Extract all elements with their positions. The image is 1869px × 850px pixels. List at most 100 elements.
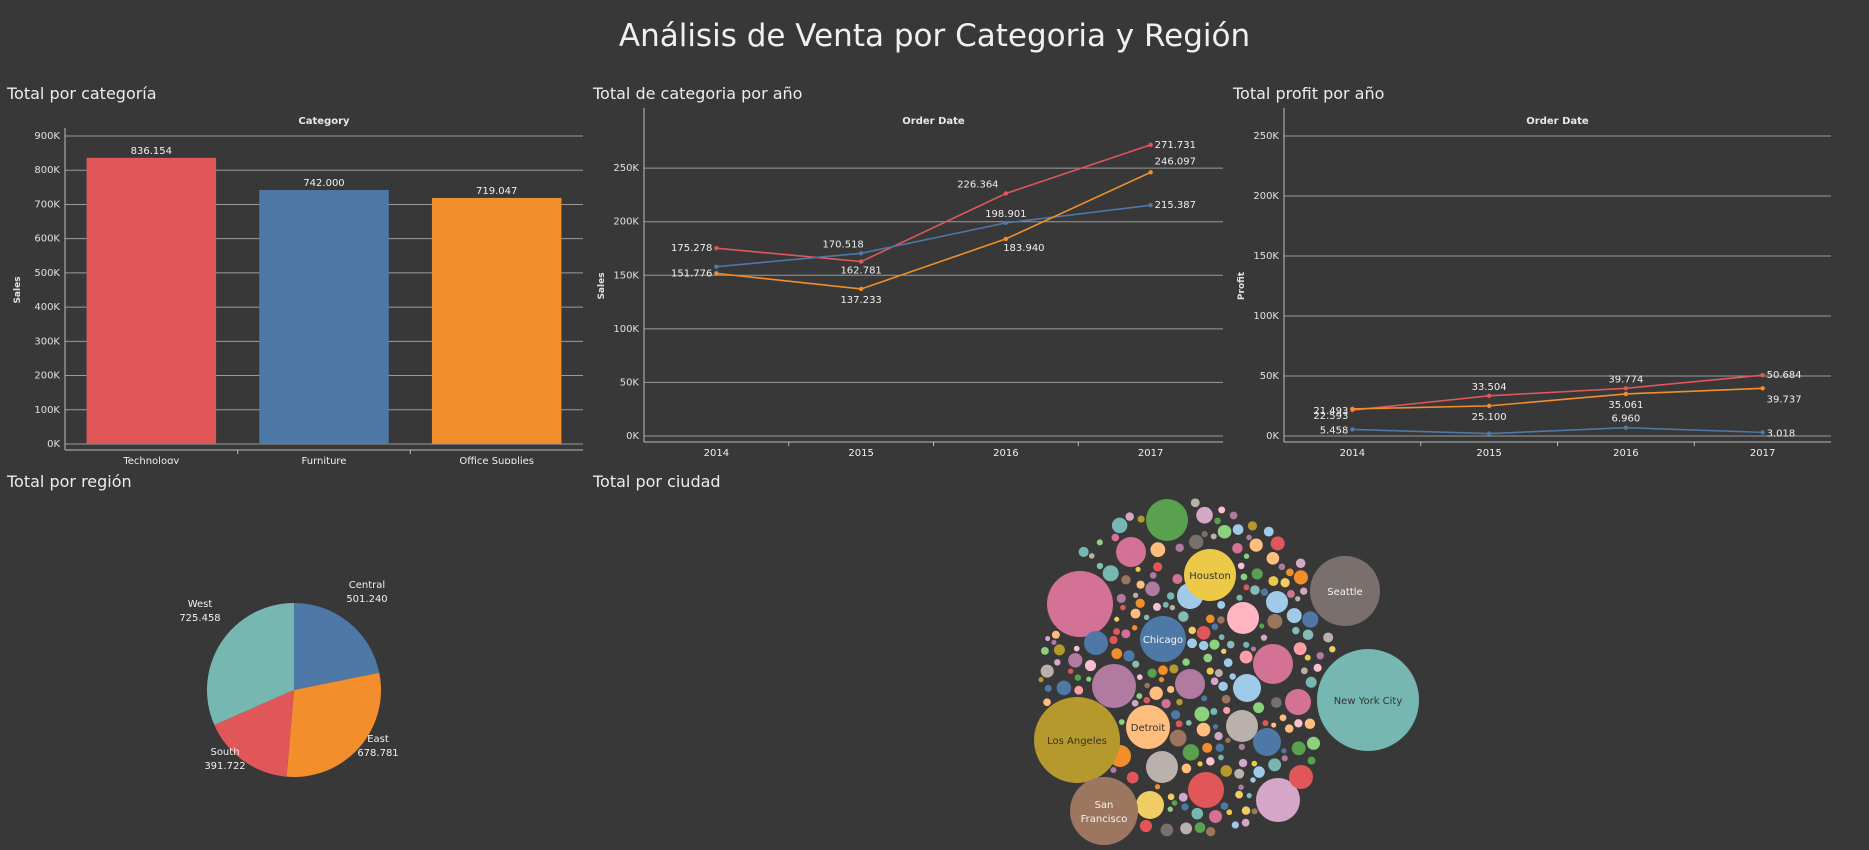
city-bubble: [1084, 631, 1108, 655]
city-bubble: [1136, 791, 1164, 819]
city-bubble: [1116, 537, 1146, 567]
data-point: [1623, 391, 1629, 397]
data-label: 162.781: [840, 266, 881, 277]
data-label: 198.901: [985, 209, 1026, 220]
data-label: 39.774: [1608, 374, 1643, 385]
city-bubble: [1293, 642, 1307, 656]
city-bubble: [1158, 677, 1165, 683]
city-bubble: [1260, 634, 1268, 641]
city-bubble: [1054, 659, 1061, 666]
city-bubble: [1231, 821, 1239, 829]
city-bubble: [1053, 644, 1065, 656]
city-bubble: [1243, 584, 1250, 591]
bar-value-label: 719.047: [476, 186, 517, 197]
city-bubble: [1135, 598, 1145, 608]
city-bubble: [1280, 578, 1290, 588]
city-bubble: [1196, 722, 1211, 737]
city-bubble: [1250, 777, 1256, 783]
slice-value-label: 391.722: [204, 761, 245, 772]
city-bubble: [1040, 646, 1049, 655]
city-bubble: [1249, 538, 1263, 552]
city-bubble: [1226, 809, 1233, 816]
data-point: [1003, 236, 1009, 242]
city-bubble: [1051, 630, 1060, 639]
data-point: [1148, 170, 1153, 175]
city-bubble-labeled: [1184, 549, 1236, 601]
city-bubble: [1266, 551, 1280, 565]
data-label: 50.684: [1767, 370, 1802, 381]
city-bubble: [1161, 698, 1171, 709]
data-point: [858, 286, 864, 292]
city-bubble: [1294, 719, 1303, 728]
y-tick-label: 50K: [1260, 371, 1280, 382]
city-bubble: [1109, 635, 1118, 645]
city-bubble: [1190, 498, 1200, 508]
data-point: [858, 259, 864, 264]
city-bubble: [1211, 623, 1219, 630]
city-bubble: [1221, 694, 1231, 704]
city-bubble: [1139, 819, 1153, 833]
y-tick-label: 800K: [34, 165, 60, 176]
city-bubble-labeled: [1126, 705, 1170, 749]
city-bubble: [1295, 558, 1306, 569]
data-point: [1350, 406, 1355, 412]
series-line: [1352, 426, 1763, 435]
city-bubble: [1202, 742, 1213, 753]
city-bubble: [1073, 645, 1080, 652]
city-bubble: [1225, 737, 1231, 743]
city-bubble: [1096, 562, 1104, 570]
city-bubble: [1209, 809, 1223, 823]
city-bubble: [1096, 539, 1103, 546]
city-bubble-labeled: [1070, 777, 1138, 845]
sheet-title-profit-year: Total profit por año: [1233, 84, 1385, 103]
city-bubble: [1144, 682, 1150, 689]
city-bubble: [1233, 674, 1261, 702]
city-bubble-labeled: [1034, 697, 1120, 783]
city-bubble: [1178, 611, 1189, 622]
city-bubble: [1291, 741, 1306, 756]
city-bubble: [1206, 667, 1214, 675]
y-tick-label: 600K: [34, 234, 60, 245]
city-bubble: [1038, 677, 1044, 683]
city-bubble: [1235, 790, 1243, 799]
y-tick-label: 0K: [47, 439, 60, 450]
city-label: Los Angeles: [1047, 736, 1107, 747]
city-bubble: [1067, 668, 1074, 674]
data-point: [1760, 430, 1765, 435]
data-label: 183.940: [1003, 243, 1044, 254]
data-point: [1623, 386, 1629, 391]
city-bubble: [1196, 625, 1211, 640]
city-bubble: [1217, 600, 1226, 609]
city-bubble: [1243, 553, 1250, 559]
city-bubble: [1121, 629, 1131, 639]
x-tick-label: Technology: [122, 456, 179, 464]
city-bubble: [1232, 543, 1243, 554]
city-bubble: [1182, 744, 1200, 761]
city-bubble: [1197, 761, 1203, 767]
city-bubble: [1286, 568, 1294, 577]
y-tick-label: 150K: [613, 270, 639, 281]
city-bubble: [1175, 720, 1183, 728]
city-bubble: [1285, 689, 1311, 715]
city-bubble: [1136, 693, 1143, 699]
city-bubble: [1237, 562, 1245, 570]
city-bubble: [1300, 667, 1308, 675]
city-bubble: [1247, 521, 1258, 531]
city-bubble-chart: New York City Los Angeles Seattle San Franci…: [1034, 498, 1419, 845]
city-bubble: [1236, 594, 1243, 601]
y-tick-label: 200K: [613, 217, 639, 228]
city-bubble-labeled: [1317, 649, 1419, 751]
bar-header: Category: [298, 116, 350, 127]
y-tick-label: 200K: [1253, 191, 1279, 202]
city-bubble-labeled: [1140, 616, 1186, 662]
city-bubble: [1271, 697, 1282, 708]
city-bubble: [1175, 669, 1205, 699]
series-line: [716, 144, 1151, 263]
data-point: [1350, 427, 1355, 432]
x-tick-label: Furniture: [302, 456, 347, 464]
city-bubble: [1305, 676, 1317, 688]
line-header: Order Date: [902, 116, 965, 127]
data-label: 39.737: [1767, 394, 1802, 405]
city-bubble: [1126, 771, 1139, 784]
data-label: 271.731: [1155, 140, 1196, 151]
